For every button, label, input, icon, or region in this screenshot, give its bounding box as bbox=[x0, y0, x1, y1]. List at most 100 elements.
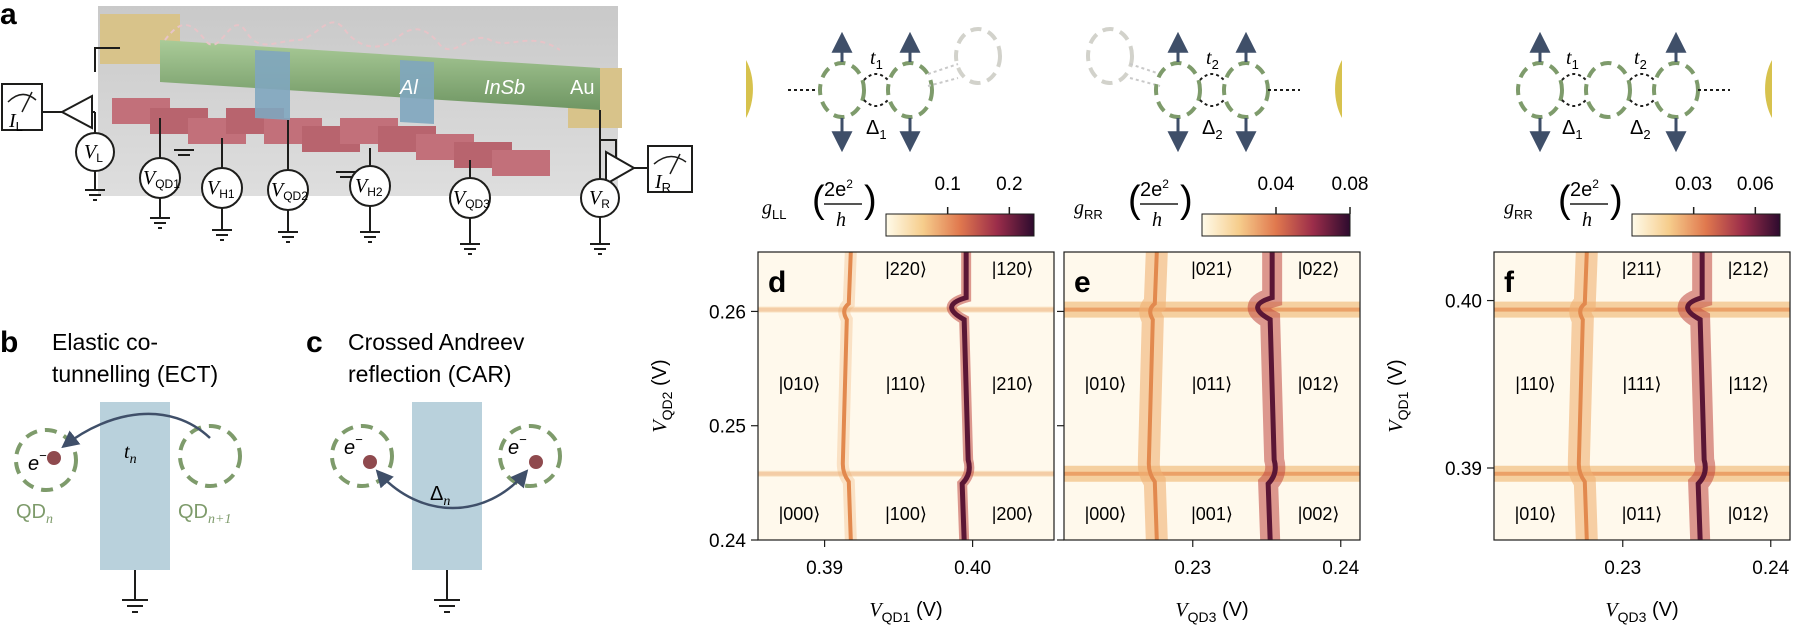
charge-state-label: |012⟩ bbox=[1728, 504, 1770, 524]
panel-b: b Elastic co- tunnelling (ECT) e− tn QDn… bbox=[0, 326, 242, 613]
y-tick-label: 0.24 bbox=[709, 531, 746, 552]
x-tick-label: 0.24 bbox=[1322, 558, 1359, 579]
transition-line-vertical bbox=[1255, 252, 1278, 540]
x-axis-label: VQD1 (V) bbox=[869, 599, 942, 625]
charge-state-label: |010⟩ bbox=[779, 374, 821, 394]
dot-1 bbox=[818, 61, 866, 119]
schematic-e: t2 Δ2 bbox=[1086, 27, 1342, 153]
electron-left-label: e− bbox=[344, 432, 363, 459]
charge-state-label: |011⟩ bbox=[1192, 374, 1232, 394]
charge-state-label: |002⟩ bbox=[1298, 504, 1340, 524]
coupling-label: tn bbox=[124, 441, 137, 467]
panel-title-line2: tunnelling (ECT) bbox=[52, 361, 218, 387]
lead-right bbox=[1335, 60, 1342, 118]
svg-text:VQD1: VQD1 bbox=[143, 167, 180, 191]
charge-state-label: |010⟩ bbox=[1515, 504, 1557, 524]
colorbar-tick-label: 0.08 bbox=[1332, 174, 1369, 195]
x-tick-label: 0.23 bbox=[1604, 558, 1641, 579]
dot-3 bbox=[1652, 61, 1700, 119]
transition-line-horizontal bbox=[758, 470, 1054, 477]
panel-title-line1: Elastic co- bbox=[52, 329, 158, 355]
charge-state-label: |111⟩ bbox=[1622, 374, 1661, 394]
dot-right-label: QDn+1 bbox=[178, 501, 231, 527]
colorbar-e: gRR ( 2e2 h ) 0.04 0.08 bbox=[1074, 174, 1369, 237]
colorbar-tick-label: 0.1 bbox=[934, 174, 960, 195]
heatmap-panel-e: e |021⟩ |022⟩ |010⟩ |011⟩ |012⟩ |000⟩ |001⟩ |002… bbox=[1057, 251, 1361, 625]
svg-text:IR: IR bbox=[654, 171, 671, 195]
colorbar-unit-num: 2e2 bbox=[1140, 177, 1169, 201]
svg-text:VQD2: VQD2 bbox=[271, 179, 308, 203]
panel-c: c Crossed Andreev reflection (CAR) e− e−… bbox=[306, 326, 562, 613]
wavefunction-trace bbox=[164, 21, 561, 51]
colorbar-d: gLL ( 2e2 h ) 0.1 0.2 bbox=[762, 174, 1035, 237]
electron-label: e− bbox=[28, 448, 47, 475]
dot-3-faded bbox=[954, 27, 1002, 85]
charge-state-label: |220⟩ bbox=[885, 259, 927, 279]
colorbar-quantity: gRR bbox=[1504, 197, 1533, 222]
charge-state-label: |211⟩ bbox=[1622, 259, 1662, 279]
insb-label: InSb bbox=[484, 77, 525, 99]
panel-label: a bbox=[0, 0, 17, 31]
y-tick-label: 0.40 bbox=[1445, 292, 1482, 313]
panel-label: d bbox=[768, 266, 786, 299]
heatmap-background bbox=[1064, 252, 1360, 540]
voltage-source-vl: VL bbox=[75, 132, 115, 172]
voltage-source-vr: VR bbox=[580, 178, 620, 218]
dot-3 bbox=[1222, 61, 1270, 119]
voltage-source-vh2: VH2 bbox=[349, 165, 391, 207]
y-tick-label: 0.39 bbox=[1445, 459, 1482, 480]
left-ammeter: IL bbox=[1, 83, 43, 134]
svg-text:(: ( bbox=[1558, 179, 1571, 221]
colorbar-gradient bbox=[885, 213, 1035, 237]
colorbar-tick-label: 0.03 bbox=[1675, 174, 1712, 195]
quantum-dot-left bbox=[14, 428, 78, 492]
charge-state-label: |112⟩ bbox=[1728, 374, 1768, 394]
dot-2 bbox=[1584, 61, 1632, 119]
colorbar-unit-den: h bbox=[1582, 209, 1592, 231]
x-tick-label: 0.24 bbox=[1752, 558, 1789, 579]
panel-a: a Al InSb Au bbox=[0, 0, 693, 255]
svg-text:(: ( bbox=[1128, 179, 1141, 221]
voltage-source-vh1: VH1 bbox=[201, 167, 243, 209]
svg-text:): ) bbox=[1180, 179, 1193, 221]
panel-title-line1: Crossed Andreev bbox=[348, 329, 525, 355]
charge-state-label: |022⟩ bbox=[1298, 259, 1340, 279]
colorbar-gradient bbox=[1201, 213, 1351, 237]
heatmap-background bbox=[1494, 252, 1790, 540]
svg-text:VQD3: VQD3 bbox=[453, 187, 490, 211]
heatmap-frame bbox=[1493, 251, 1791, 541]
svg-text:VL: VL bbox=[84, 141, 103, 165]
schematic-f: t1 t2 Δ1 Δ2 bbox=[1516, 31, 1772, 153]
quantum-dot-left bbox=[330, 424, 394, 488]
coupling-delta-label: Δ1 bbox=[866, 117, 887, 142]
coupling-t2-label: t2 bbox=[1634, 47, 1647, 72]
right-ammeter: IR bbox=[647, 145, 693, 195]
y-tick-label: 0.25 bbox=[709, 417, 746, 438]
voltage-source-vqd2: VQD2 bbox=[267, 169, 309, 211]
colorbar-tick-label: 0.04 bbox=[1258, 174, 1295, 195]
charge-state-label: |210⟩ bbox=[992, 374, 1034, 394]
right-amplifier bbox=[605, 150, 637, 186]
quantum-dot-right bbox=[498, 424, 562, 488]
charge-state-label: |110⟩ bbox=[886, 374, 926, 394]
charge-state-label: |000⟩ bbox=[779, 504, 821, 524]
colorbar-quantity: gRR bbox=[1074, 197, 1103, 222]
coupling-t-label: t1 bbox=[870, 47, 883, 72]
al-strip-1 bbox=[255, 50, 290, 120]
panel-label: c bbox=[306, 326, 323, 359]
svg-text:): ) bbox=[864, 179, 877, 221]
x-tick-label: 0.40 bbox=[954, 558, 991, 579]
colorbar-tick-label: 0.2 bbox=[996, 174, 1022, 195]
tunnel-barrier bbox=[412, 402, 482, 570]
y-axis-label: VQD1 (V) bbox=[1385, 359, 1411, 432]
charge-state-label: |011⟩ bbox=[1622, 504, 1662, 524]
coupling-t1-label: t1 bbox=[1566, 47, 1579, 72]
tunnel-barrier bbox=[100, 402, 170, 570]
y-tick-label: 0.26 bbox=[709, 302, 746, 323]
heatmap-panel-d: d |220⟩ |120⟩ |010⟩ |110⟩ |210⟩ |000⟩ |100⟩ |200… bbox=[649, 251, 1055, 625]
charge-state-label: |200⟩ bbox=[992, 504, 1034, 524]
left-amplifier bbox=[59, 94, 93, 130]
heatmap-frame bbox=[757, 251, 1055, 541]
svg-text:IL: IL bbox=[8, 110, 23, 134]
